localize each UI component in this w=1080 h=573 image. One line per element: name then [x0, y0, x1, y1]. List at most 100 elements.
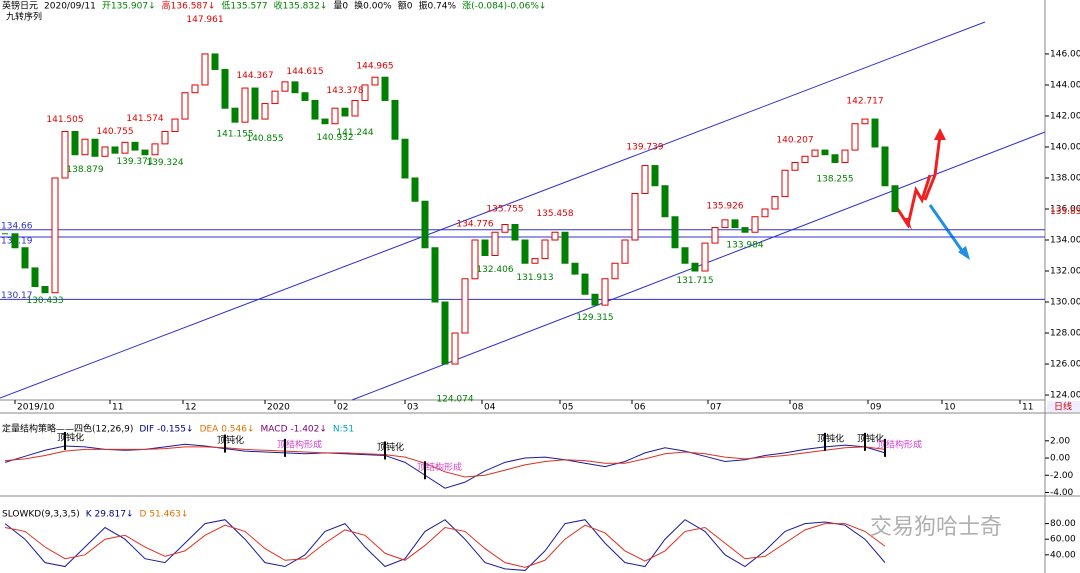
candle: [91, 138, 99, 157]
extreme-label: 139.324: [146, 158, 183, 168]
extreme-label: 130.433: [26, 296, 63, 306]
candle: [81, 138, 89, 156]
header-item: 收135.832↓: [274, 0, 328, 12]
candle: [891, 185, 899, 213]
candle: [611, 262, 619, 280]
extreme-label: 144.367: [236, 71, 273, 81]
extreme-label: 140.207: [776, 135, 813, 145]
extreme-label: 139.371: [116, 157, 153, 167]
candle: [61, 130, 69, 179]
candle: [51, 177, 59, 294]
channel-line: [0, 21, 986, 399]
candle: [221, 68, 229, 109]
watermark: 交易狗哈士奇: [870, 515, 1002, 540]
header-item: 额0: [398, 0, 413, 12]
y-tick-label: 142.000: [1050, 111, 1080, 121]
candle: [461, 278, 469, 334]
candle: [411, 177, 419, 202]
candle: [341, 107, 349, 117]
extreme-label: 134.776: [456, 219, 493, 229]
candle: [141, 149, 149, 156]
extreme-label: 132.406: [476, 265, 513, 275]
candle: [751, 216, 759, 233]
candle: [21, 247, 29, 269]
y-tick-label: 130.000: [1050, 298, 1080, 308]
header-item: 开135.907↓: [102, 1, 156, 12]
candle: [541, 239, 549, 260]
header-item: DEA 0.546↓: [200, 425, 255, 435]
extreme-label: 140.932: [316, 133, 353, 143]
extreme-label: 135.926: [706, 202, 743, 212]
candle: [261, 103, 269, 120]
period-tab-label[interactable]: 日线: [1054, 401, 1072, 413]
y-tick-label: 0.00: [1050, 454, 1070, 464]
candle: [171, 118, 179, 132]
extreme-label: 124.074: [436, 394, 473, 404]
candle: [711, 227, 719, 244]
extreme-label: 135.458: [536, 209, 573, 219]
y-tick-label: 132.000: [1050, 267, 1080, 277]
y-tick-label: 40.00: [1050, 550, 1076, 560]
indicator-line: [4, 519, 886, 571]
candle: [781, 169, 789, 198]
candle: [431, 247, 439, 303]
candle: [571, 262, 579, 275]
candle: [31, 267, 39, 288]
candle: [361, 84, 369, 101]
x-tick-label: 11: [1022, 403, 1033, 413]
y-tick-label: 124.000: [1050, 391, 1080, 401]
extreme-label: 147.961: [186, 15, 223, 25]
extreme-label: 138.879: [66, 165, 103, 175]
x-tick-label: 11: [112, 403, 123, 413]
candle: [331, 107, 339, 125]
candle: [631, 192, 639, 241]
annotation: 顶结构形成: [277, 438, 322, 450]
extreme-label: 131.715: [676, 276, 713, 286]
header-item: 高136.587↓: [162, 0, 216, 12]
extreme-label: 135.755: [486, 204, 523, 214]
candle: [681, 247, 689, 264]
candle: [811, 149, 819, 157]
candle: [401, 138, 409, 179]
x-tick-label: 2020: [267, 403, 290, 413]
candle: [581, 273, 589, 295]
candle: [791, 161, 799, 171]
candle: [831, 154, 839, 163]
header-item: 英镑日元: [2, 0, 38, 12]
annotation: 顶钝化: [57, 431, 84, 443]
header-item: 振0.74%: [418, 0, 456, 12]
x-tick-label: 05: [562, 403, 573, 413]
candle: [11, 233, 19, 249]
arrow-head: [934, 128, 946, 140]
extreme-label: 141.155: [216, 130, 253, 140]
candle: [251, 87, 259, 120]
candle: [371, 76, 379, 86]
y-tick-label: 60.00: [1050, 535, 1076, 545]
candle: [871, 118, 879, 148]
x-tick-label: 06: [634, 403, 646, 413]
candle: [211, 53, 219, 70]
candle: [651, 165, 659, 187]
candle: [111, 146, 119, 154]
period-tab[interactable]: [1047, 401, 1080, 412]
x-tick-label: 09: [870, 403, 882, 413]
indicator-line: [4, 446, 886, 478]
x-tick-label: 10: [944, 403, 956, 413]
candle: [701, 242, 709, 272]
indicator-line: [4, 523, 886, 568]
candle: [481, 239, 489, 257]
header-item: 换0.00%: [354, 0, 392, 12]
annotation: 顶钝化: [857, 432, 884, 444]
extreme-label: 138.255: [816, 175, 853, 185]
y-tick-label: -2.00: [1050, 471, 1074, 481]
header-item: 低135.577: [221, 0, 267, 12]
y-tick-label: 126.000: [1050, 360, 1080, 370]
header-item: MACD -1.402↓: [261, 425, 327, 435]
candle: [721, 219, 729, 229]
candle: [131, 141, 139, 151]
candle: [231, 107, 239, 123]
x-tick-label: 07: [710, 403, 721, 413]
candle: [181, 92, 189, 120]
